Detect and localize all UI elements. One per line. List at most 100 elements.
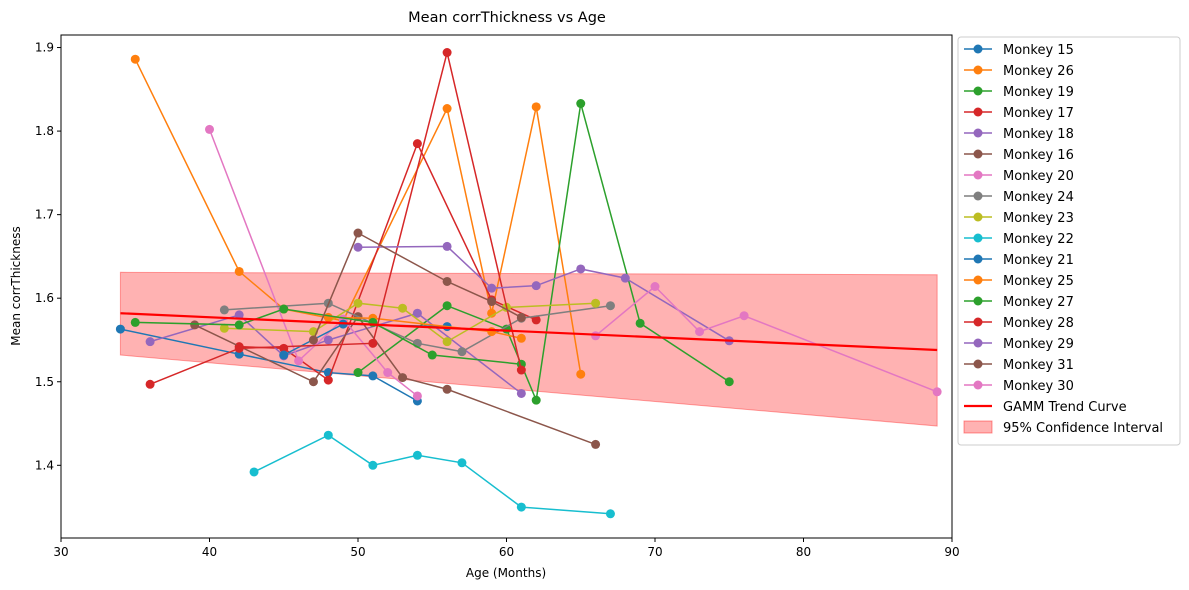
legend-item-trend: GAMM Trend Curve xyxy=(964,400,1127,415)
legend-item: Monkey 17 xyxy=(964,106,1074,121)
series-monkey-30 xyxy=(591,282,942,397)
data-point xyxy=(442,384,452,394)
legend-patch xyxy=(963,420,993,434)
legend-marker xyxy=(973,338,983,348)
x-tick-label: 40 xyxy=(202,545,217,559)
data-point xyxy=(516,388,526,398)
data-point xyxy=(635,318,645,328)
legend-item: Monkey 23 xyxy=(964,211,1074,226)
legend-marker xyxy=(973,275,983,285)
legend-marker xyxy=(973,65,983,75)
data-point xyxy=(219,305,229,315)
data-point xyxy=(205,124,214,134)
data-point xyxy=(412,391,422,401)
y-tick-label: 1.7 xyxy=(35,208,54,222)
y-tick-label: 1.4 xyxy=(35,458,54,472)
data-point xyxy=(219,323,229,333)
legend-label: Monkey 26 xyxy=(1003,64,1074,79)
legend-item: Monkey 16 xyxy=(964,148,1074,163)
data-point xyxy=(695,327,705,337)
legend-label: Monkey 15 xyxy=(1003,43,1074,58)
series-monkey-31 xyxy=(308,228,526,345)
series-line xyxy=(224,302,611,353)
trend-layer xyxy=(120,312,938,352)
data-point xyxy=(130,54,140,64)
legend-marker xyxy=(973,170,983,180)
x-axis: 30 40 50 60 70 80 90 xyxy=(53,538,960,559)
data-point xyxy=(531,102,541,112)
data-point xyxy=(576,264,586,274)
data-point xyxy=(591,439,601,449)
legend-item: Monkey 29 xyxy=(964,337,1074,352)
data-point xyxy=(620,273,630,283)
legend-item: Monkey 15 xyxy=(964,43,1074,58)
series-line xyxy=(135,308,522,365)
series-monkey-28 xyxy=(145,48,526,389)
legend-label: Monkey 29 xyxy=(1003,337,1074,352)
data-point xyxy=(234,266,244,276)
legend-label: Monkey 31 xyxy=(1003,358,1074,373)
y-tick-label: 1.6 xyxy=(35,291,54,305)
x-tick-label: 50 xyxy=(350,545,365,559)
legend-marker xyxy=(973,380,983,390)
series-line xyxy=(134,58,582,375)
data-point xyxy=(145,337,155,347)
data-point xyxy=(442,48,452,58)
legend-marker xyxy=(973,86,983,96)
legend-marker xyxy=(973,128,983,138)
legend-item: Monkey 18 xyxy=(964,127,1074,142)
data-point xyxy=(294,356,304,366)
series-monkey-25 xyxy=(323,312,526,343)
data-point xyxy=(398,303,408,313)
data-point xyxy=(353,298,363,308)
data-point xyxy=(234,343,244,353)
data-point xyxy=(368,460,378,470)
legend-marker xyxy=(973,44,983,54)
data-point xyxy=(145,379,155,389)
data-point xyxy=(353,368,363,378)
data-point xyxy=(531,395,541,405)
data-point xyxy=(650,282,660,291)
series-monkey-16 xyxy=(190,312,601,449)
x-tick-label: 30 xyxy=(53,545,68,559)
legend-item: Monkey 24 xyxy=(964,190,1074,205)
data-point xyxy=(516,365,526,375)
data-point xyxy=(368,371,378,381)
data-point xyxy=(442,276,452,286)
chart-title: Mean corrThickness vs Age xyxy=(408,10,606,26)
data-point xyxy=(308,377,318,387)
y-axis: 1.4 1.5 1.6 1.7 1.8 1.9 xyxy=(35,41,61,472)
legend-item: Monkey 22 xyxy=(964,232,1074,247)
legend-item: Monkey 20 xyxy=(964,169,1074,184)
data-point xyxy=(323,312,333,322)
x-tick-label: 70 xyxy=(647,545,662,559)
legend-item: Monkey 25 xyxy=(964,274,1074,289)
legend-marker xyxy=(973,149,983,159)
legend-marker xyxy=(973,191,983,201)
data-point xyxy=(457,458,467,468)
data-point xyxy=(353,228,363,238)
legend-marker xyxy=(973,233,983,243)
data-point xyxy=(279,304,289,314)
data-point xyxy=(457,347,467,357)
data-point xyxy=(531,281,541,291)
data-point xyxy=(234,310,244,320)
y-tick-label: 1.8 xyxy=(35,124,54,138)
data-point xyxy=(442,301,452,311)
y-axis-label: Mean corrThickness xyxy=(9,226,23,345)
legend-marker xyxy=(973,212,983,222)
data-point xyxy=(323,375,333,385)
series-monkey-22 xyxy=(249,430,615,519)
data-point xyxy=(516,502,526,512)
legend-label: Monkey 28 xyxy=(1003,316,1074,331)
legend-label: 95% Confidence Interval xyxy=(1003,421,1163,436)
data-point xyxy=(115,324,125,334)
legend-label: Monkey 17 xyxy=(1003,106,1074,121)
legend-item: Monkey 27 xyxy=(964,295,1074,310)
legend-item: Monkey 19 xyxy=(964,85,1074,100)
x-tick-label: 90 xyxy=(944,545,959,559)
data-point xyxy=(308,335,318,345)
data-point xyxy=(724,377,734,387)
data-point xyxy=(130,317,140,327)
